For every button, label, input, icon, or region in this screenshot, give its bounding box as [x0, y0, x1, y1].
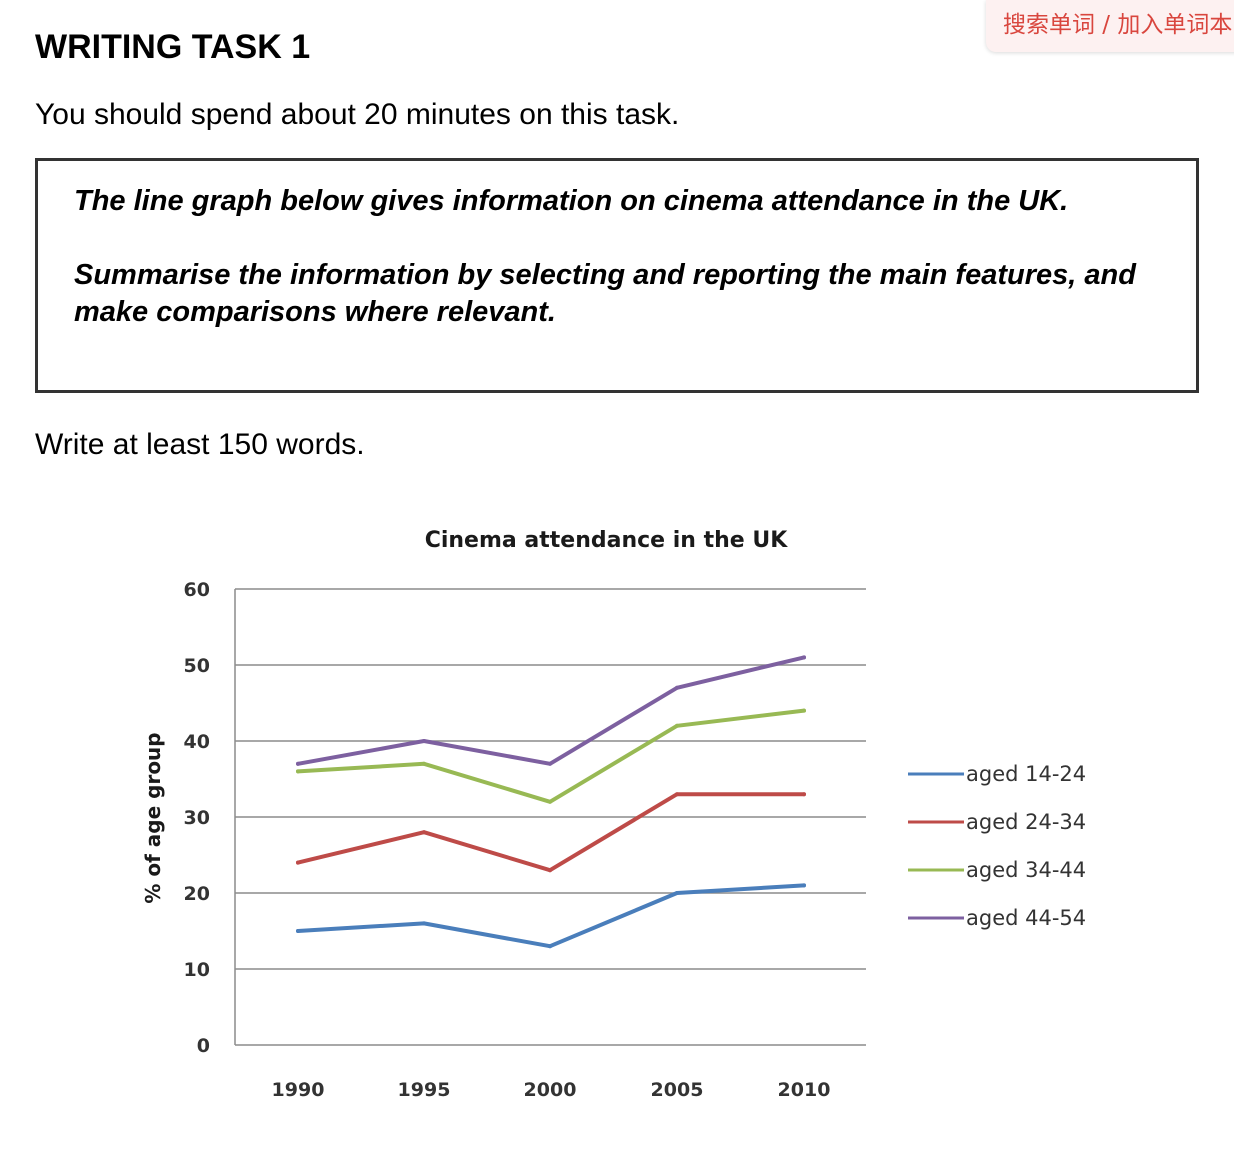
word-count-instruction: Write at least 150 words. [35, 428, 365, 461]
data-point [422, 830, 426, 835]
data-point [802, 792, 806, 797]
legend-label: aged 14-24 [966, 762, 1086, 786]
axes [234, 589, 866, 1046]
x-tick-label: 2000 [524, 1079, 577, 1101]
series-line-aged-14-24 [296, 883, 806, 949]
y-axis-label: % of age group [141, 732, 165, 903]
legend-label: aged 24-34 [966, 810, 1086, 834]
data-point [422, 739, 426, 743]
tick-labels: 0 10 20 30 40 50 60 1990 1995 2000 2005 2010 [184, 579, 831, 1101]
series-lines [296, 655, 806, 949]
data-point [675, 685, 679, 690]
data-point [802, 883, 806, 888]
data-point [675, 891, 679, 895]
data-point [675, 792, 679, 797]
gridlines [235, 588, 866, 970]
data-point [802, 708, 806, 713]
y-tick-label: 30 [184, 807, 210, 829]
data-point [296, 769, 300, 774]
y-tick-label: 60 [184, 579, 210, 601]
data-point [296, 860, 300, 865]
time-instruction: You should spend about 20 minutes on thi… [35, 98, 680, 131]
data-point [548, 944, 552, 949]
x-tick-label: 1995 [398, 1079, 451, 1101]
series-line-aged-24-34 [296, 792, 806, 873]
y-tick-label: 40 [184, 731, 210, 753]
task-prompt-box: The line graph below gives information o… [35, 158, 1199, 393]
y-tick-label: 10 [184, 959, 210, 981]
y-tick-label: 50 [184, 655, 210, 677]
data-point [422, 761, 426, 766]
data-point [296, 929, 300, 933]
series-line-aged-44-54 [296, 655, 806, 766]
x-tick-label: 1990 [272, 1079, 325, 1101]
data-point [802, 655, 806, 660]
data-point [296, 761, 300, 766]
data-point [675, 723, 679, 728]
prompt-description: The line graph below gives information o… [74, 185, 1069, 217]
data-point [548, 761, 552, 766]
x-tick-label: 2005 [651, 1079, 704, 1101]
prompt-directive: Summarise the information by selecting a… [74, 259, 1136, 328]
legend: aged 14-24 aged 24-34 aged 34-44 aged 44-54 [908, 762, 1086, 930]
x-tick-label: 2010 [778, 1079, 831, 1101]
legend-label: aged 34-44 [966, 858, 1086, 882]
task-title: WRITING TASK 1 [35, 28, 311, 66]
legend-label: aged 44-54 [966, 906, 1086, 930]
data-point [548, 799, 552, 804]
data-point [422, 921, 426, 926]
chart-title: Cinema attendance in the UK [425, 528, 789, 553]
y-tick-label: 0 [197, 1035, 210, 1057]
data-point [548, 868, 552, 873]
series-line-aged-34-44 [296, 708, 806, 804]
line-chart: Cinema attendance in the UK % of age gro… [141, 528, 1086, 1101]
y-tick-label: 20 [184, 883, 210, 905]
dictionary-lookup-button[interactable]: 搜索单词 / 加入单词本 [986, 0, 1234, 52]
